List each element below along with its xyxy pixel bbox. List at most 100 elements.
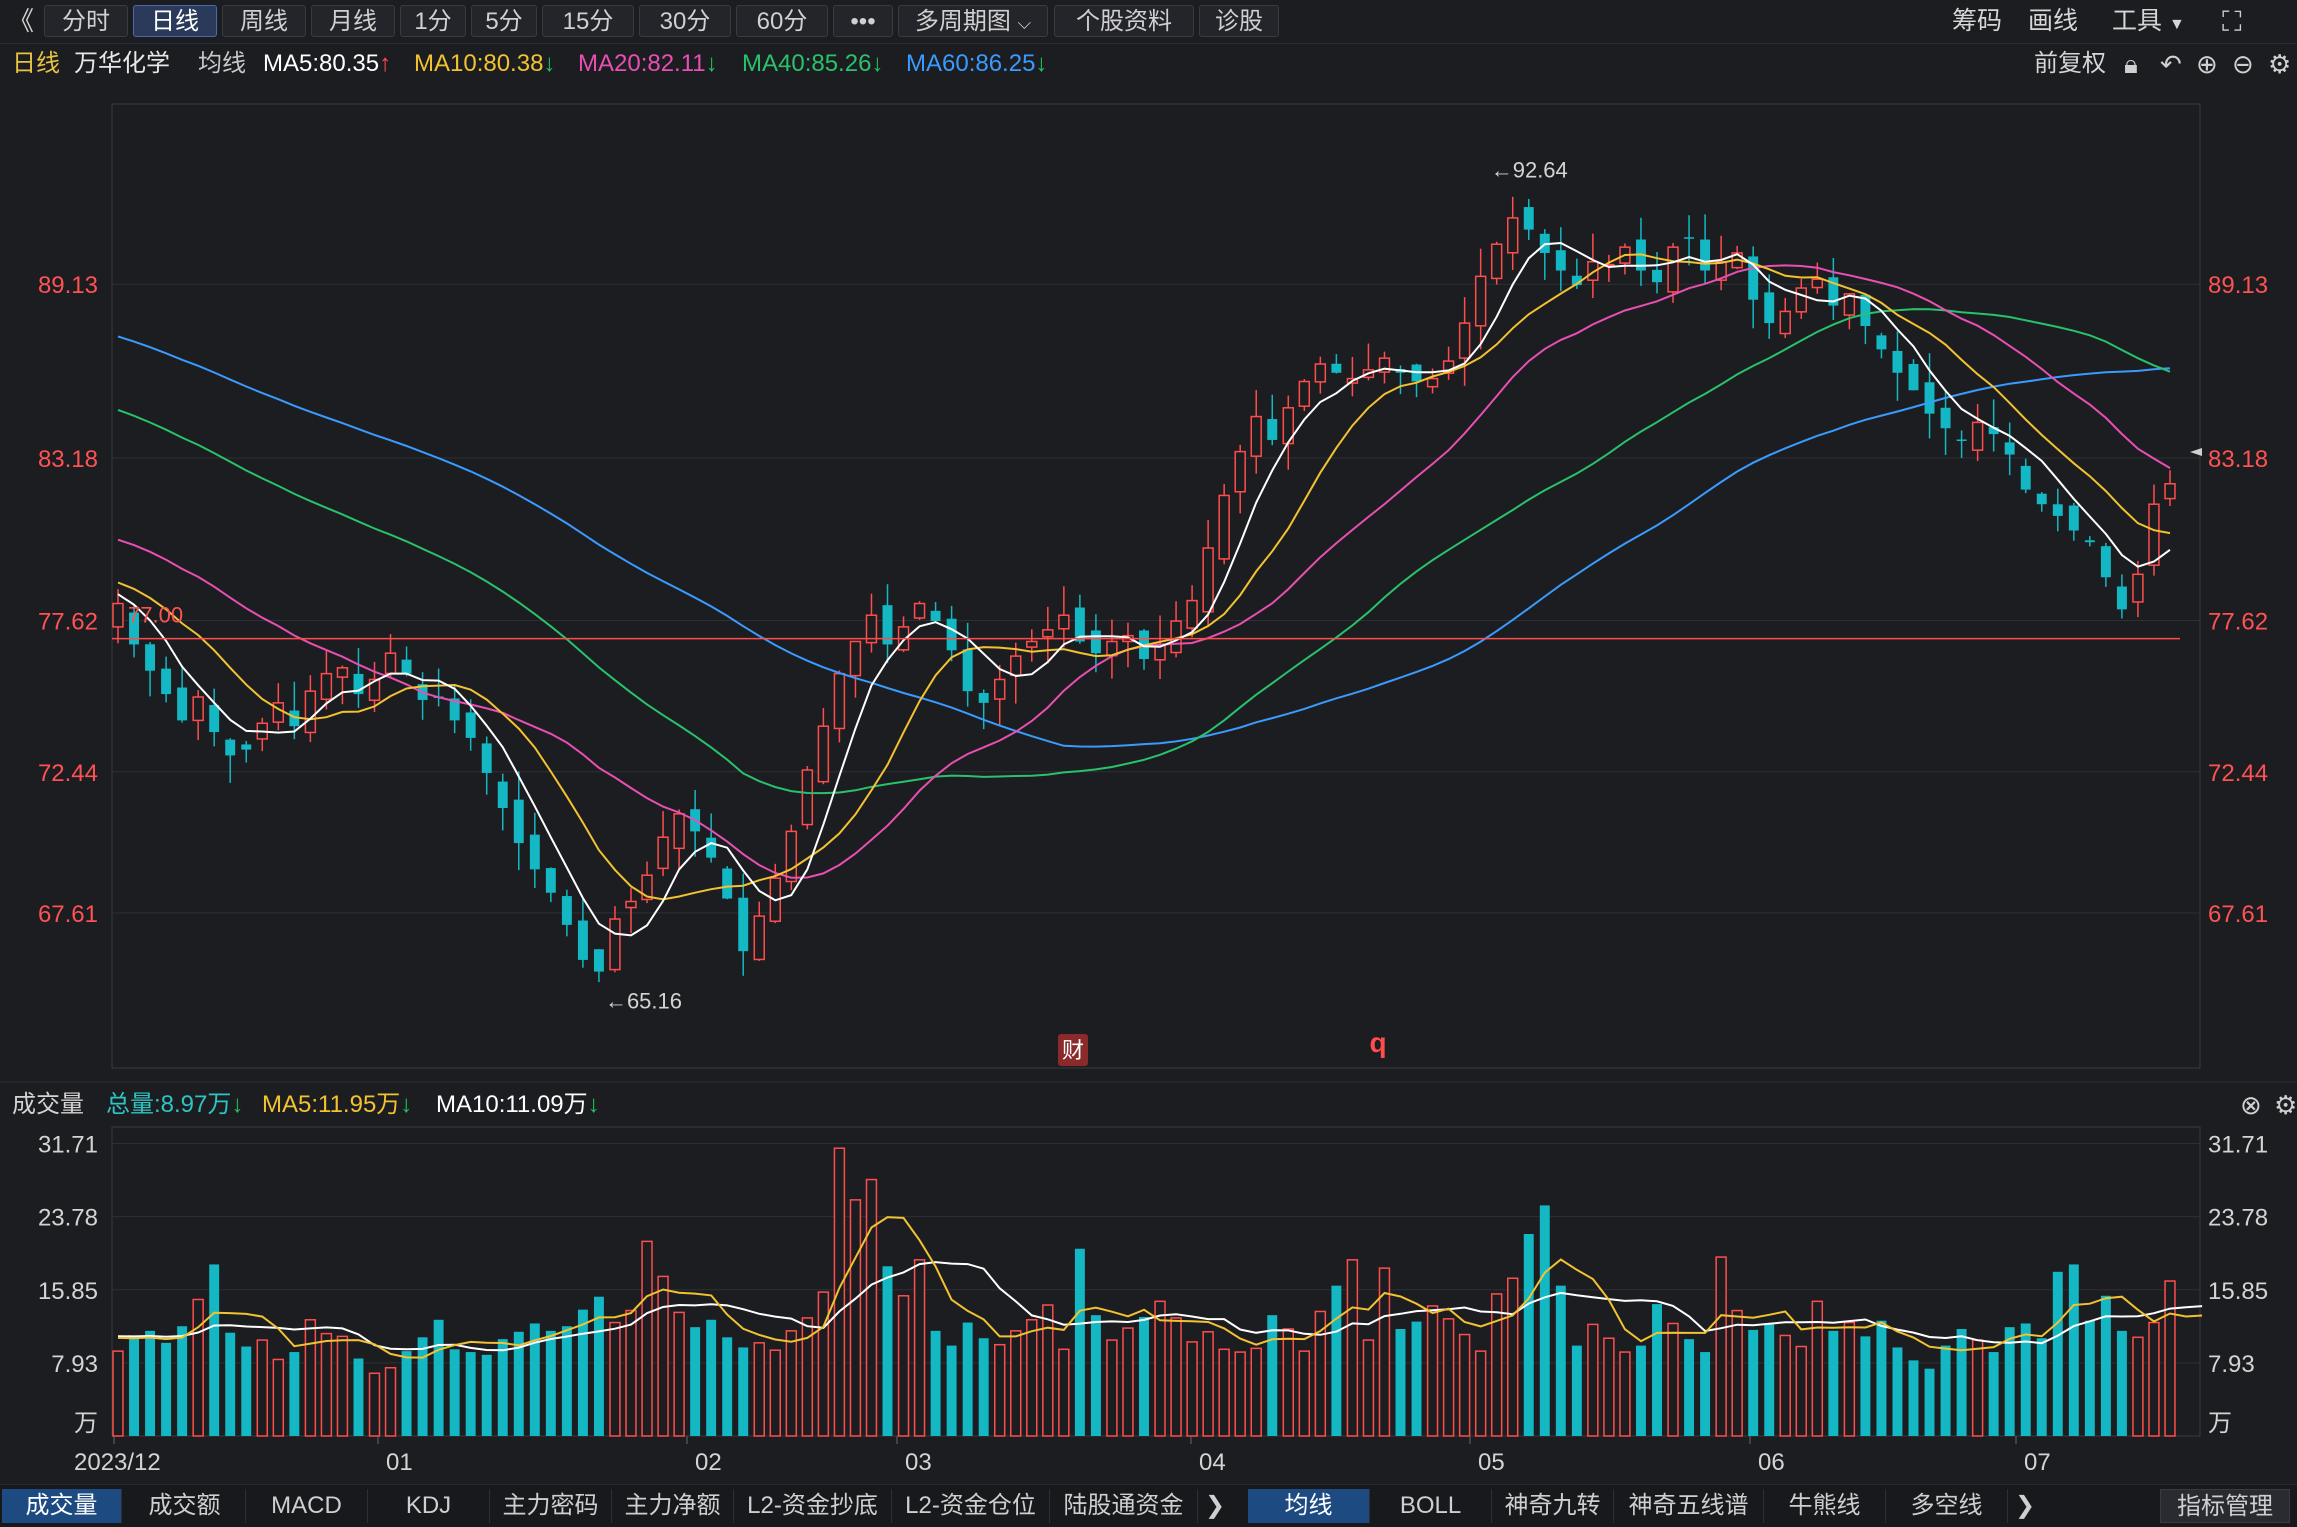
tab-30min[interactable]: 30分	[639, 5, 731, 37]
tab-1min[interactable]: 1分	[400, 5, 466, 37]
candle-body	[1940, 407, 1951, 429]
settings-icon[interactable]: ⚙	[2268, 49, 2292, 79]
tab-main-net[interactable]: 主力净额	[612, 1489, 734, 1523]
ma5-value: MA5:80.35↑	[263, 44, 391, 84]
vol-tick-label-right: 7.93	[2208, 1351, 2255, 1378]
tab-60min[interactable]: 60分	[736, 5, 828, 37]
tab-l2-position[interactable]: L2-资金仓位	[892, 1489, 1050, 1523]
candle-body	[946, 618, 957, 651]
volume-bar	[256, 1339, 269, 1437]
candle-body	[112, 602, 124, 628]
candle-body	[962, 649, 973, 692]
draw-link[interactable]: 画线	[2028, 7, 2079, 35]
candle-body	[1474, 275, 1487, 327]
more-button[interactable]: •••	[833, 5, 893, 37]
candle-body	[1442, 360, 1455, 374]
tab-weekly[interactable]: 周线	[222, 5, 306, 37]
tab-macd[interactable]: MACD	[246, 1489, 368, 1523]
candle-body	[241, 744, 252, 750]
down-arrow-icon: ↓	[871, 50, 884, 77]
vol-unit-right: 万	[2208, 1410, 2232, 1437]
volume-bar	[1442, 1318, 1455, 1437]
adjust-mode[interactable]: 前复权	[2034, 50, 2106, 77]
candle-body	[706, 837, 717, 858]
volume-bar	[1652, 1304, 1662, 1436]
multi-period-button[interactable]: 多周期图 ⌵	[898, 5, 1048, 37]
candle-body	[833, 672, 846, 730]
down-arrow-icon: ↓	[705, 50, 718, 77]
tab-five-lines[interactable]: 神奇五线谱	[1614, 1489, 1764, 1523]
volume-bar	[1458, 1333, 1471, 1437]
tab-kdj[interactable]: KDJ	[368, 1489, 490, 1523]
volume-bar	[1122, 1327, 1134, 1437]
tab-ma[interactable]: 均线	[1248, 1489, 1370, 1523]
diagnose-button[interactable]: 诊股	[1199, 5, 1279, 37]
vol-unit-left: 万	[74, 1410, 98, 1437]
volume-bar	[1395, 1329, 1406, 1436]
volume-bar	[993, 1343, 1006, 1437]
tab-l2-bottom[interactable]: L2-资金抄底	[734, 1489, 892, 1523]
volume-bar	[1764, 1324, 1775, 1436]
tab-turnover[interactable]: 成交额	[124, 1489, 246, 1523]
volume-bar	[2036, 1338, 2047, 1436]
candle-body	[1764, 292, 1775, 324]
tab-volume[interactable]: 成交量	[2, 1489, 122, 1523]
tab-main-code[interactable]: 主力密码	[490, 1489, 612, 1523]
zoom-out-icon[interactable]: ⊖	[2232, 49, 2254, 79]
candle-body	[625, 900, 637, 909]
collapse-left-icon[interactable]: 《	[8, 6, 35, 36]
candle-body	[1988, 427, 1999, 435]
undo-icon[interactable]: ↶	[2160, 49, 2182, 79]
volume-bar	[673, 1311, 685, 1437]
tabs-next-icon[interactable]: ❯	[1204, 1492, 1226, 1519]
volume-bar	[304, 1319, 317, 1437]
top-toolbar: 《 分时 日线 周线 月线 1分 5分 15分 30分 60分 ••• 多周期图…	[0, 0, 2297, 44]
volume-bar	[497, 1339, 508, 1436]
period-label: 日线	[12, 50, 60, 77]
volume-bar	[897, 1295, 910, 1437]
tab-bull-bear[interactable]: 牛熊线	[1764, 1489, 1886, 1523]
tab-15min[interactable]: 15分	[542, 5, 634, 37]
tab-northbound[interactable]: 陆股通资金	[1050, 1489, 1198, 1523]
vol-ma10-line	[117, 1261, 2203, 1352]
fullscreen-icon[interactable]: ⛶	[2222, 6, 2242, 37]
volume-bar	[1474, 1350, 1487, 1437]
volume-bar	[706, 1319, 717, 1436]
candle-body	[2164, 483, 2176, 500]
volume-bar	[577, 1309, 588, 1436]
volume-bar	[1940, 1345, 1951, 1436]
y-tick-label-left: 89.13	[38, 272, 98, 299]
tab-monthly[interactable]: 月线	[311, 5, 395, 37]
x-tick-label: 05	[1478, 1449, 1505, 1476]
volume-settings-icon[interactable]: ⚙	[2274, 1090, 2297, 1120]
ma-label[interactable]: 均线	[198, 50, 246, 77]
stock-info-button[interactable]: 个股资料	[1054, 5, 1194, 37]
kline-chart[interactable]: 89.13 89.13 83.18 83.18 77.62 77.62 72.44 72.44…	[0, 0, 2297, 1484]
reference-label: 77.00	[128, 603, 183, 628]
chips-link[interactable]: 筹码	[1952, 7, 2003, 35]
tools-link[interactable]: 工具 ▼	[2112, 5, 2185, 37]
candle-body	[2052, 504, 2063, 516]
tab-fenshi[interactable]: 分时	[44, 5, 128, 37]
volume-bar	[1378, 1267, 1391, 1437]
volume-bar	[1506, 1277, 1519, 1437]
down-arrow-icon: ↓	[400, 1091, 413, 1118]
candle-body	[1843, 293, 1856, 316]
candle-body	[1555, 250, 1566, 271]
volume-bar	[161, 1342, 172, 1436]
lock-icon[interactable]: 🔒︎	[2124, 49, 2138, 79]
tab-5min[interactable]: 5分	[471, 5, 537, 37]
multi-period-label: 多周期图	[914, 8, 1011, 35]
indicator-manage-button[interactable]: 指标管理	[2160, 1489, 2290, 1523]
tabs-next-icon[interactable]: ❯	[2014, 1492, 2036, 1519]
volume-bar	[241, 1346, 252, 1436]
tab-long-short[interactable]: 多空线	[1886, 1489, 2008, 1523]
candle-body	[2100, 546, 2111, 578]
close-pane-icon[interactable]: ⊗	[2240, 1090, 2262, 1120]
tab-daily[interactable]: 日线	[133, 5, 217, 37]
tab-nine-turn[interactable]: 神奇九转	[1492, 1489, 1614, 1523]
vol-tick-label-left: 15.85	[38, 1278, 98, 1305]
tab-boll[interactable]: BOLL	[1370, 1489, 1492, 1523]
zoom-in-icon[interactable]: ⊕	[2196, 49, 2218, 79]
candle-body	[2036, 493, 2047, 505]
